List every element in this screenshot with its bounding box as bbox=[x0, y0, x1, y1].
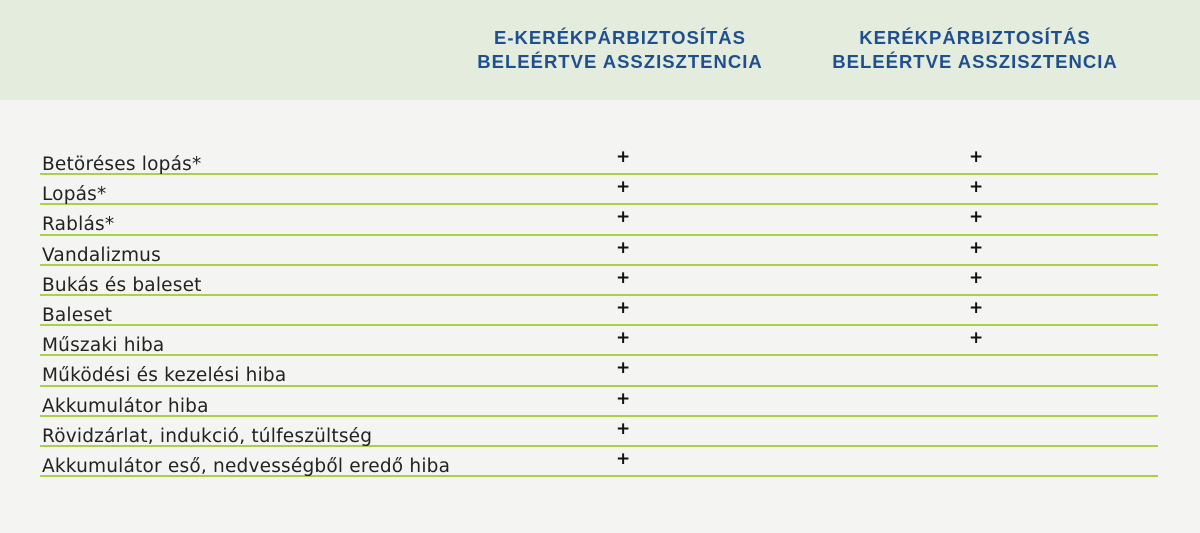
table-row: Műszaki hiba + + bbox=[40, 326, 1158, 357]
row-label: Vandalizmus bbox=[42, 244, 161, 266]
row-label: Működési és kezelési hiba bbox=[42, 365, 287, 387]
coverage-mark-e-bike: + bbox=[616, 177, 631, 198]
coverage-mark-bike: + bbox=[969, 207, 984, 228]
coverage-mark-e-bike: + bbox=[616, 237, 631, 258]
row-label: Akkumulátor eső, nedvességből eredő hiba bbox=[42, 455, 451, 477]
table-row: Vandalizmus + + bbox=[40, 236, 1158, 266]
coverage-mark-bike: + bbox=[969, 297, 984, 318]
table-row: Lopás* + + bbox=[40, 175, 1158, 206]
table-row: Betöréses lopás* + + bbox=[40, 145, 1158, 176]
table-row: Működési és kezelési hiba + bbox=[40, 356, 1158, 387]
coverage-table: Betöréses lopás* + + Lopás* + + Rablás* … bbox=[40, 145, 1158, 478]
row-label: Rövidzárlat, indukció, túlfeszültség bbox=[42, 425, 373, 447]
table-row: Akkumulátor eső, nedvességből eredő hiba… bbox=[40, 447, 1158, 478]
table-row: Akkumulátor hiba + bbox=[40, 387, 1158, 417]
table-row: Bukás és baleset + + bbox=[40, 266, 1158, 296]
column-header-line: E-KERÉKPÁRBIZTOSÍTÁS bbox=[494, 27, 746, 48]
coverage-mark-bike: + bbox=[969, 237, 984, 258]
coverage-mark-bike: + bbox=[969, 267, 984, 288]
coverage-mark-e-bike: + bbox=[616, 388, 631, 409]
coverage-mark-e-bike: + bbox=[616, 358, 631, 379]
column-header-line: BELEÉRTVE ASSZISZTENCIA bbox=[832, 51, 1118, 72]
column-header-line: BELEÉRTVE ASSZISZTENCIA bbox=[477, 51, 763, 72]
coverage-mark-e-bike: + bbox=[616, 267, 631, 288]
table-row: Baleset + + bbox=[40, 296, 1158, 327]
row-label: Rablás* bbox=[42, 214, 115, 236]
row-label: Baleset bbox=[42, 304, 113, 326]
coverage-mark-e-bike: + bbox=[616, 147, 631, 167]
coverage-mark-e-bike: + bbox=[616, 297, 631, 318]
coverage-mark-bike: + bbox=[969, 147, 984, 167]
coverage-mark-e-bike: + bbox=[616, 418, 631, 439]
table-row: Rövidzárlat, indukció, túlfeszültség + bbox=[40, 417, 1158, 447]
coverage-mark-e-bike: + bbox=[616, 328, 631, 349]
column-header-bike: KERÉKPÁRBIZTOSÍTÁS BELEÉRTVE ASSZISZTENC… bbox=[815, 26, 1135, 74]
row-label: Akkumulátor hiba bbox=[42, 395, 209, 417]
row-label: Bukás és baleset bbox=[42, 274, 202, 296]
coverage-mark-e-bike: + bbox=[616, 207, 631, 228]
row-label: Műszaki hiba bbox=[42, 335, 165, 357]
table-row: Rablás* + + bbox=[40, 205, 1158, 236]
coverage-mark-bike: + bbox=[969, 177, 984, 198]
column-header-e-bike: E-KERÉKPÁRBIZTOSÍTÁS BELEÉRTVE ASSZISZTE… bbox=[460, 26, 780, 74]
coverage-mark-bike: + bbox=[969, 328, 984, 349]
column-header-line: KERÉKPÁRBIZTOSÍTÁS bbox=[859, 27, 1091, 48]
row-label: Lopás* bbox=[42, 184, 107, 206]
header-band bbox=[0, 0, 1200, 100]
coverage-mark-e-bike: + bbox=[616, 448, 631, 469]
row-label: Betöréses lopás* bbox=[42, 154, 202, 175]
